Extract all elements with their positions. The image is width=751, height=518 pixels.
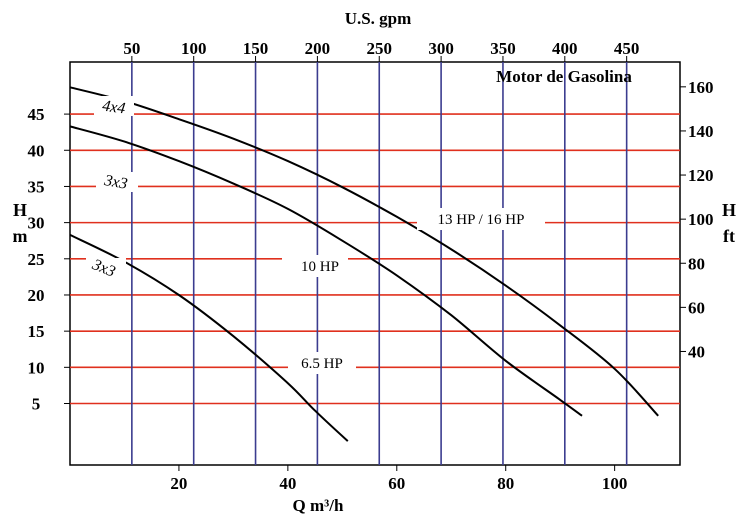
pump-label-3x3-upper-text: 3x3 bbox=[102, 172, 129, 193]
curves bbox=[69, 86, 659, 442]
right-tick-label: 120 bbox=[688, 166, 714, 185]
top-tick-label: 200 bbox=[305, 39, 331, 58]
top-tick-label: 450 bbox=[614, 39, 640, 58]
left-tick-label: 20 bbox=[28, 286, 45, 305]
pump-label-4x4-text: 4x4 bbox=[101, 97, 126, 117]
plot-frame bbox=[69, 61, 681, 466]
right-tick-label: 160 bbox=[688, 78, 714, 97]
right-tick-label: 60 bbox=[688, 298, 705, 317]
series-label-13-16hp-text: 13 HP / 16 HP bbox=[438, 212, 525, 228]
left-axis-title-line2: m bbox=[13, 226, 28, 246]
left-tick-label: 45 bbox=[28, 105, 45, 124]
axis-ticks: 5 10 15 20 25 30 35 40 45 50 100 150 200 250 300 350 400… bbox=[28, 39, 714, 493]
right-tick-label: 140 bbox=[688, 122, 714, 141]
pump-label-3x3-upper: 3x3 bbox=[96, 172, 138, 193]
bottom-tick-label: 100 bbox=[602, 474, 628, 493]
right-axis-title-line2: ft bbox=[723, 226, 735, 246]
right-tick-label: 40 bbox=[688, 342, 705, 361]
right-tick-label: 80 bbox=[688, 254, 705, 273]
left-tick-label: 15 bbox=[28, 322, 45, 341]
top-tick-label: 150 bbox=[243, 39, 269, 58]
series-label-13-16hp: 13 HP / 16 HP bbox=[417, 208, 545, 230]
top-tick-label: 300 bbox=[428, 39, 454, 58]
bottom-tick-label: 20 bbox=[170, 474, 187, 493]
left-tick-label: 30 bbox=[28, 214, 45, 233]
right-tick-label: 100 bbox=[688, 210, 714, 229]
bottom-axis-title: Q m³/h bbox=[293, 496, 344, 515]
series-label-6-5hp: 6.5 HP bbox=[288, 352, 356, 374]
series-label-6-5hp-text: 6.5 HP bbox=[301, 356, 343, 372]
top-tick-label: 350 bbox=[490, 39, 516, 58]
top-tick-label: 50 bbox=[123, 39, 140, 58]
bottom-tick-label: 60 bbox=[388, 474, 405, 493]
series-label-10hp-text: 10 HP bbox=[301, 259, 339, 275]
left-tick-label: 25 bbox=[28, 250, 45, 269]
top-tick-label: 400 bbox=[552, 39, 578, 58]
bottom-tick-label: 80 bbox=[497, 474, 514, 493]
curve-13-16hp bbox=[69, 86, 659, 417]
top-axis-title: U.S. gpm bbox=[345, 9, 412, 28]
pump-label-4x4: 4x4 bbox=[94, 96, 134, 118]
top-tick-label: 100 bbox=[181, 39, 207, 58]
right-axis-title-line1: H bbox=[722, 200, 736, 220]
top-tick-label: 250 bbox=[367, 39, 393, 58]
left-tick-label: 10 bbox=[28, 358, 45, 377]
horizontal-gridlines bbox=[70, 113, 680, 405]
left-axis-title-line1: H bbox=[13, 200, 27, 220]
curve-10hp bbox=[69, 125, 583, 417]
series-label-10hp: 10 HP bbox=[282, 255, 348, 277]
pump-label-3x3-lower: 3x3 bbox=[86, 256, 126, 281]
bottom-tick-label: 40 bbox=[279, 474, 296, 493]
left-tick-label: 40 bbox=[28, 141, 45, 160]
left-tick-label: 5 bbox=[32, 395, 41, 414]
chart-title: Motor de Gasolina bbox=[496, 67, 632, 86]
left-tick-label: 35 bbox=[28, 177, 45, 196]
